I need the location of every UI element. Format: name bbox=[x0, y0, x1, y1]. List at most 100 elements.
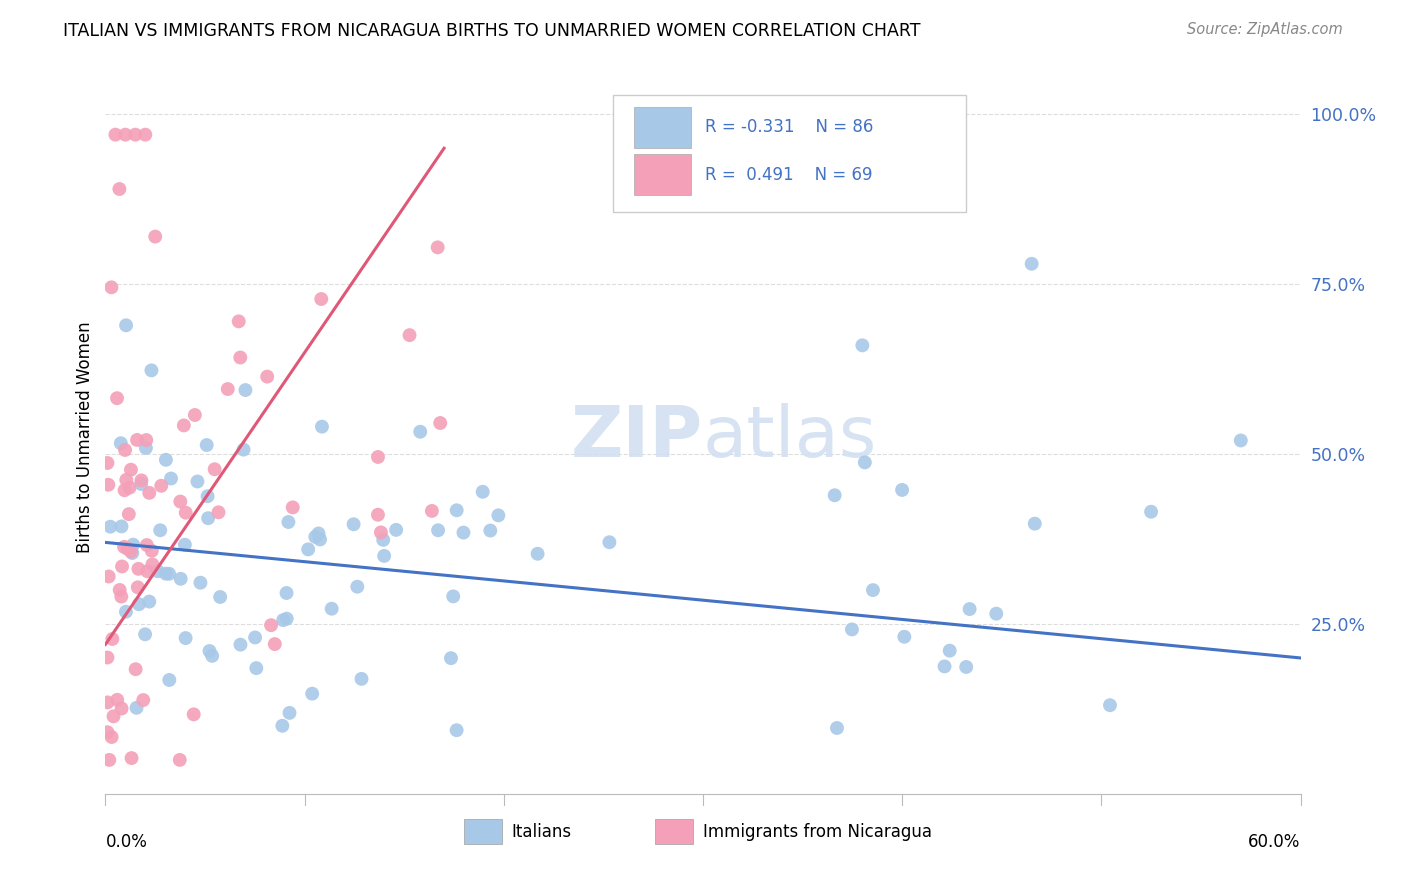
Point bbox=[124, 662, 146, 676]
Point bbox=[112, 540, 135, 554]
Point bbox=[373, 549, 395, 563]
Point bbox=[97, 569, 120, 583]
Point bbox=[526, 547, 548, 561]
Point bbox=[157, 673, 180, 687]
Point bbox=[235, 383, 257, 397]
Point bbox=[173, 418, 195, 433]
Point bbox=[309, 533, 332, 547]
Point bbox=[190, 575, 212, 590]
Point bbox=[121, 546, 143, 560]
Point bbox=[174, 506, 197, 520]
Point bbox=[276, 586, 298, 600]
Point bbox=[367, 450, 389, 464]
Point bbox=[125, 701, 148, 715]
Point bbox=[232, 442, 254, 457]
Point bbox=[198, 644, 221, 658]
Point bbox=[138, 594, 160, 608]
Point bbox=[367, 508, 389, 522]
Point bbox=[110, 519, 132, 533]
Text: ITALIAN VS IMMIGRANTS FROM NICARAGUA BIRTHS TO UNMARRIED WOMEN CORRELATION CHART: ITALIAN VS IMMIGRANTS FROM NICARAGUA BIR… bbox=[63, 22, 921, 40]
Point bbox=[101, 632, 124, 646]
Point bbox=[309, 292, 332, 306]
Point bbox=[157, 566, 180, 581]
Point bbox=[124, 128, 146, 142]
Point bbox=[135, 441, 157, 455]
Point bbox=[862, 583, 884, 598]
Point bbox=[228, 314, 250, 328]
Point bbox=[429, 416, 451, 430]
Point bbox=[209, 590, 232, 604]
Point bbox=[132, 693, 155, 707]
Y-axis label: Births to Unmarried Women: Births to Unmarried Women bbox=[76, 321, 94, 553]
Point bbox=[150, 479, 173, 493]
Point bbox=[141, 363, 163, 377]
Point bbox=[100, 280, 122, 294]
Point bbox=[155, 566, 177, 581]
Text: 60.0%: 60.0% bbox=[1249, 833, 1301, 851]
Point bbox=[149, 523, 172, 537]
Text: R = -0.331    N = 86: R = -0.331 N = 86 bbox=[706, 119, 873, 136]
Point bbox=[304, 530, 326, 544]
Point bbox=[110, 436, 132, 450]
Text: ZIP: ZIP bbox=[571, 402, 703, 472]
Point bbox=[110, 590, 132, 604]
Point bbox=[271, 719, 294, 733]
Point bbox=[110, 701, 132, 715]
Point bbox=[851, 338, 873, 352]
Point bbox=[121, 751, 143, 765]
Point bbox=[893, 630, 915, 644]
Point bbox=[891, 483, 914, 497]
Point bbox=[1229, 434, 1251, 448]
Point bbox=[598, 535, 620, 549]
Point bbox=[98, 519, 121, 533]
Point bbox=[173, 538, 195, 552]
Text: Source: ZipAtlas.com: Source: ZipAtlas.com bbox=[1187, 22, 1343, 37]
Point bbox=[98, 753, 121, 767]
Point bbox=[122, 538, 145, 552]
Point bbox=[169, 494, 191, 508]
Point bbox=[825, 721, 848, 735]
Point bbox=[96, 650, 118, 665]
Point bbox=[853, 455, 876, 469]
Point bbox=[117, 541, 139, 556]
Point bbox=[441, 590, 464, 604]
Point bbox=[197, 511, 219, 525]
Point bbox=[141, 558, 163, 572]
Point bbox=[301, 687, 323, 701]
Point bbox=[959, 602, 981, 616]
Point bbox=[108, 182, 131, 196]
Point bbox=[201, 648, 224, 663]
Point bbox=[271, 613, 294, 627]
Point bbox=[217, 382, 239, 396]
Point bbox=[127, 580, 149, 594]
Point bbox=[111, 559, 134, 574]
Point bbox=[184, 408, 207, 422]
Point bbox=[373, 533, 395, 547]
Point bbox=[114, 128, 136, 142]
Point bbox=[114, 483, 136, 498]
Point bbox=[256, 369, 278, 384]
Point bbox=[934, 659, 956, 673]
Point bbox=[427, 523, 450, 537]
Point bbox=[321, 601, 343, 615]
Point bbox=[446, 503, 468, 517]
Point bbox=[824, 488, 846, 502]
Point bbox=[385, 523, 408, 537]
Point bbox=[471, 484, 494, 499]
Point bbox=[127, 562, 149, 576]
Point bbox=[141, 544, 163, 558]
Point bbox=[96, 695, 118, 709]
Point bbox=[281, 500, 304, 515]
Point bbox=[342, 517, 364, 532]
Point bbox=[426, 240, 449, 254]
Point bbox=[170, 572, 193, 586]
Point bbox=[100, 730, 122, 744]
Point bbox=[1024, 516, 1046, 531]
Point bbox=[103, 709, 125, 723]
Point bbox=[195, 438, 218, 452]
Bar bbox=[634, 106, 692, 148]
Point bbox=[453, 525, 475, 540]
Point bbox=[135, 538, 157, 552]
Point bbox=[186, 475, 208, 489]
Point bbox=[260, 618, 283, 632]
